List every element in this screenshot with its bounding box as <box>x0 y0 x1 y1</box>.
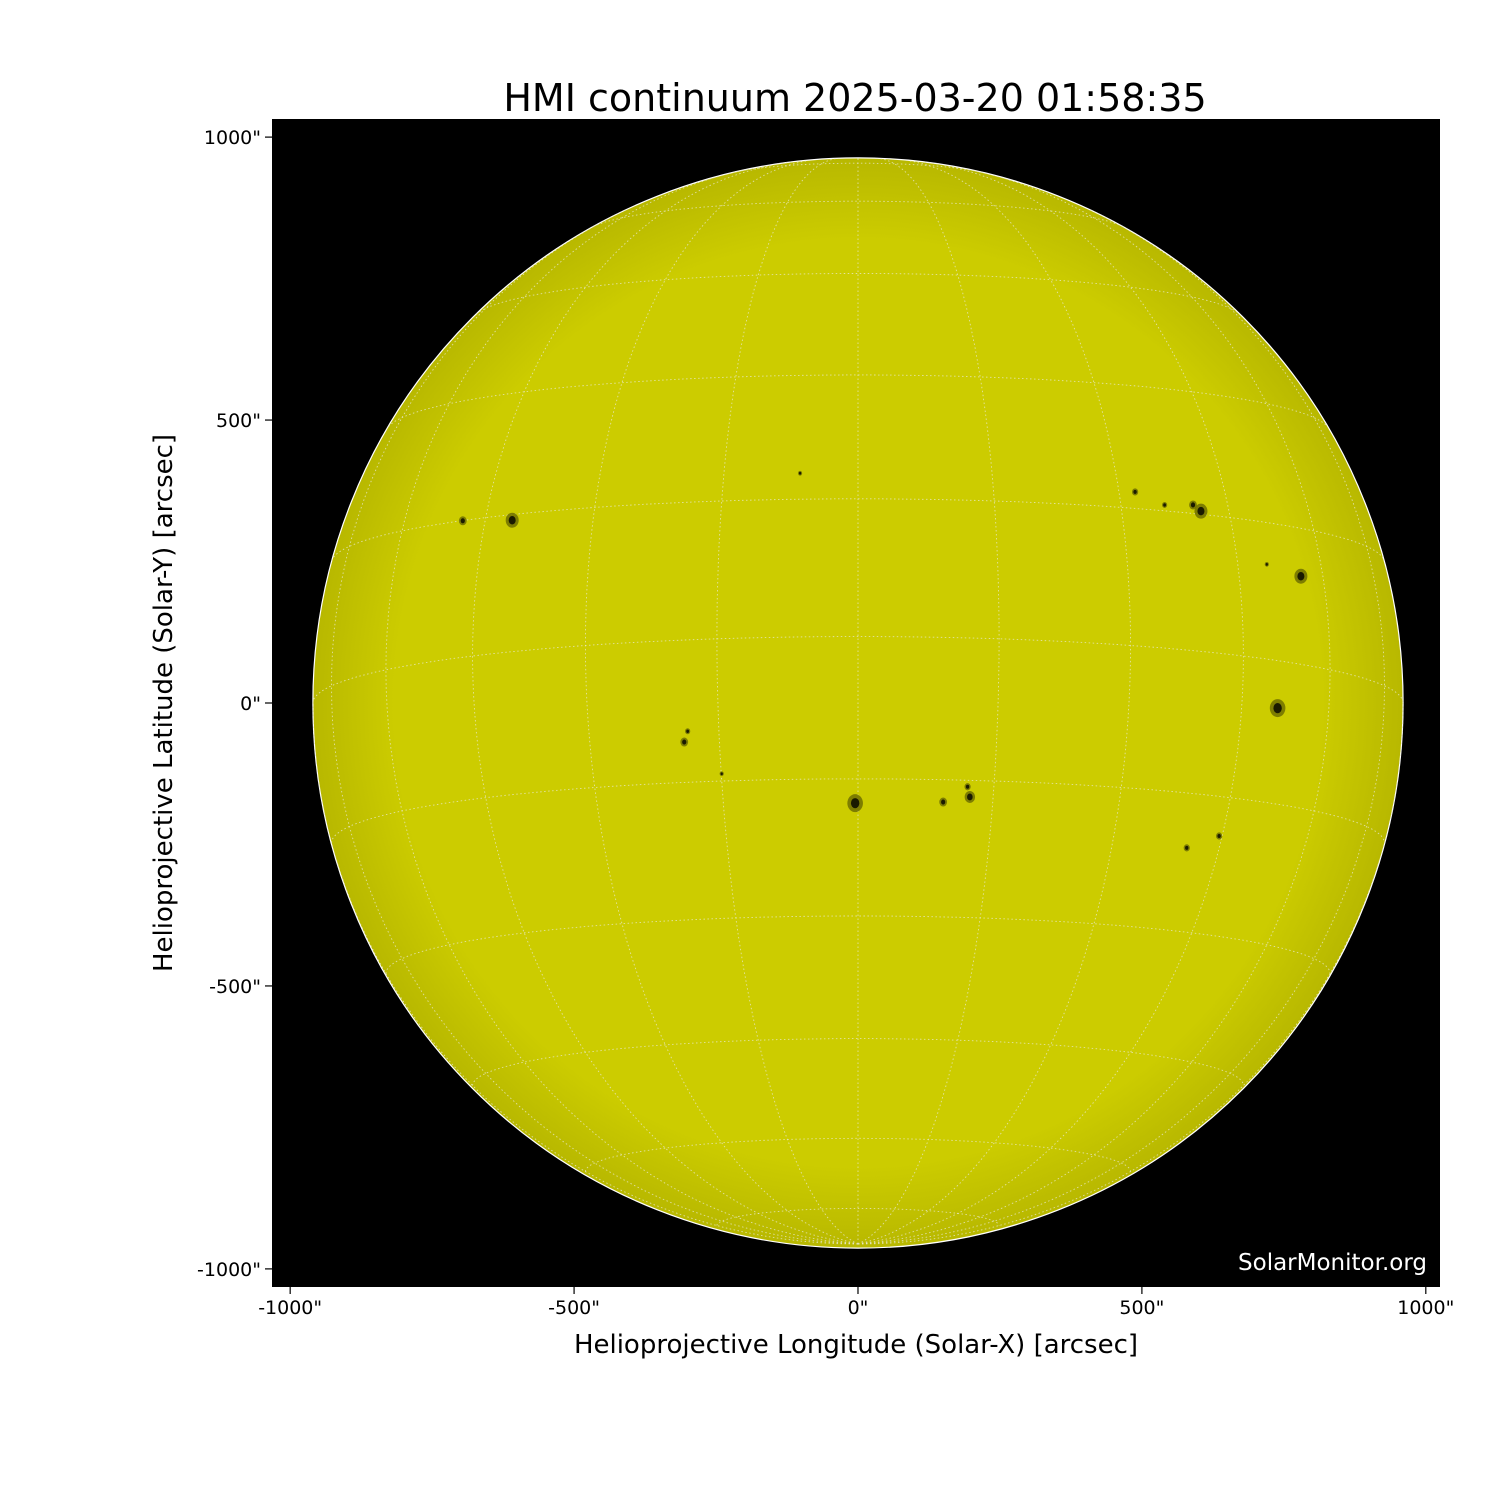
latitude-gridline <box>331 498 1385 561</box>
x-axis-label: Helioprojective Longitude (Solar-X) [arc… <box>574 1330 1138 1360</box>
x-tick-label: -1000" <box>258 1297 322 1319</box>
sunspot-umbra <box>965 784 970 789</box>
sunspot-umbra <box>1297 571 1305 581</box>
y-tick-label: 1000" <box>204 127 261 149</box>
x-tick-label: 0" <box>848 1297 869 1319</box>
sunspot-umbra <box>682 739 687 745</box>
latitude-gridline <box>716 1207 1000 1226</box>
sunspot-umbra <box>720 772 723 776</box>
longitude-gridline <box>472 161 859 1245</box>
longitude-gridline <box>385 169 859 1245</box>
y-axis: 1000" 500" 0" -500" -1000" <box>197 127 272 1281</box>
sunspot-umbra <box>1217 833 1221 839</box>
solar-disk-image <box>312 157 1404 1249</box>
latitude-gridline <box>312 636 1404 704</box>
longitude-gridline <box>857 157 1000 1245</box>
sunspot-umbra <box>850 798 860 809</box>
watermark: SolarMonitor.org <box>1238 1250 1427 1276</box>
chart-title: HMI continuum 2025-03-20 01:58:35 <box>503 76 1206 120</box>
sunspot-umbra <box>1163 503 1167 507</box>
sunspot-umbra <box>508 515 516 525</box>
latitude-gridline <box>388 374 1328 427</box>
y-tick-label: -500" <box>209 976 261 998</box>
x-tick-label: 1000" <box>1397 1297 1454 1319</box>
y-axis-label: Helioprojective Latitude (Solar-Y) [arcs… <box>149 434 179 972</box>
x-tick-label: 500" <box>1119 1297 1164 1319</box>
longitude-gridline <box>857 208 1385 1245</box>
sunspot-umbra <box>1197 506 1205 516</box>
sunspot-umbra <box>967 793 973 801</box>
sunspot-umbra <box>1190 502 1196 508</box>
sunspot-umbra <box>1265 562 1268 566</box>
sunspot-umbra <box>941 799 946 805</box>
sunspot-umbra <box>1133 489 1137 494</box>
longitude-gridline <box>857 169 1331 1245</box>
y-tick-label: 500" <box>216 410 261 432</box>
latitude-gridline <box>385 915 1331 974</box>
sunspot-umbra <box>686 729 690 733</box>
sunspot-umbra <box>798 471 802 475</box>
y-tick-label: 0" <box>240 693 261 715</box>
longitude-gridline <box>716 157 859 1245</box>
sunspot-umbra <box>460 518 465 524</box>
longitude-gridline <box>857 161 1244 1245</box>
y-tick-label: -1000" <box>197 1259 261 1281</box>
longitude-gridline <box>331 208 859 1245</box>
x-tick-label: -500" <box>548 1297 600 1319</box>
latitude-gridline <box>472 1038 1244 1086</box>
sunspot-umbra <box>1273 702 1282 714</box>
sunspot-umbra <box>1185 845 1189 850</box>
x-axis: -1000" -500" 0" 500" 1000" <box>258 1287 1454 1319</box>
